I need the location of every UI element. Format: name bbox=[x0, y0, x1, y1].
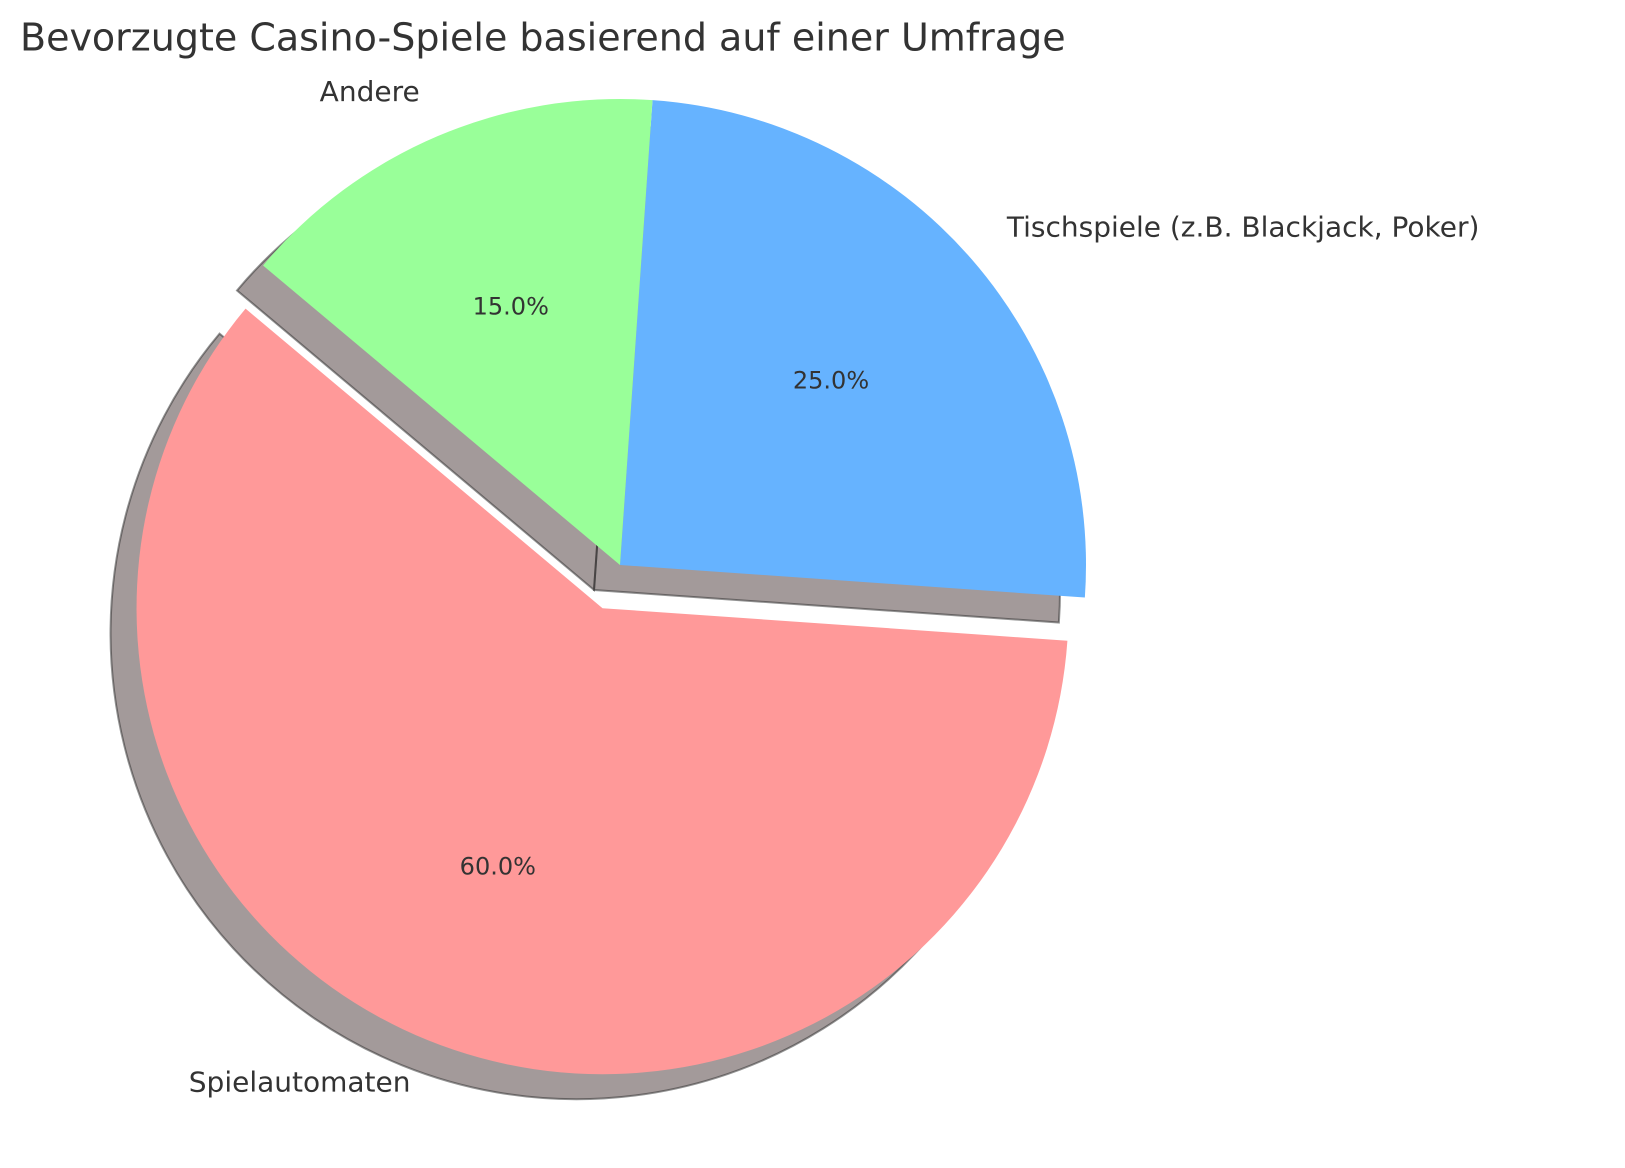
value-label: 25.0% bbox=[793, 367, 869, 395]
category-label: Tischspiele (z.B. Blackjack, Poker) bbox=[1006, 211, 1480, 244]
label-layer: Spielautomaten 60.0% Tischspiele (z.B. Bla… bbox=[189, 75, 1480, 1098]
wedge-layer bbox=[136, 99, 1086, 1075]
value-label: 60.0% bbox=[460, 852, 536, 880]
category-label: Spielautomaten bbox=[189, 1065, 411, 1098]
wedge bbox=[136, 308, 1068, 1075]
wedge bbox=[620, 100, 1086, 598]
value-label: 15.0% bbox=[473, 293, 549, 321]
wedge bbox=[263, 99, 653, 565]
category-label: Andere bbox=[320, 75, 420, 108]
chart-title: Bevorzugte Casino-Spiele basierend auf e… bbox=[20, 16, 1066, 60]
